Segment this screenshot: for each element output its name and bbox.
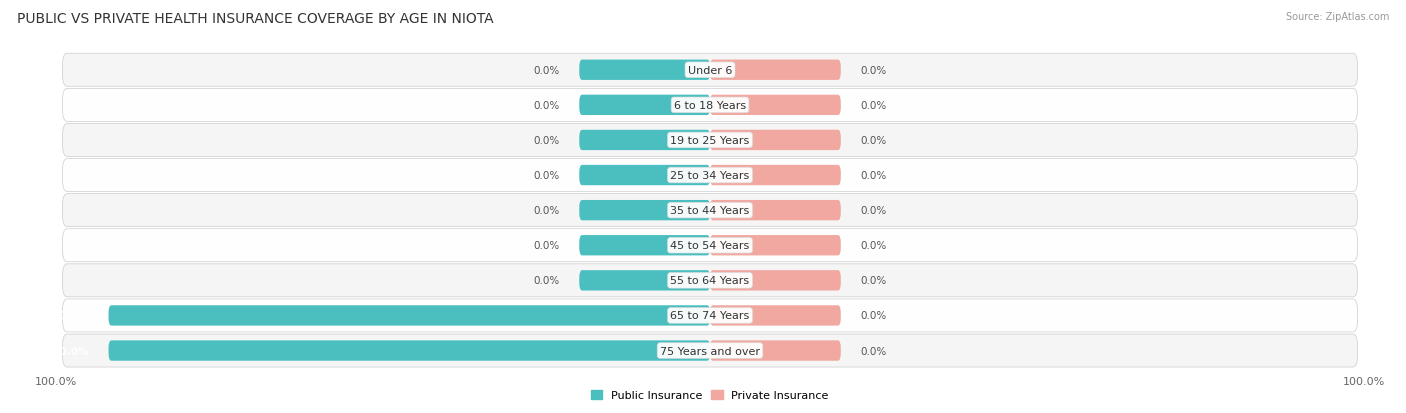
Text: 45 to 54 Years: 45 to 54 Years — [671, 241, 749, 251]
Text: 0.0%: 0.0% — [533, 171, 560, 180]
FancyBboxPatch shape — [62, 229, 1358, 262]
Text: 0.0%: 0.0% — [860, 346, 887, 356]
FancyBboxPatch shape — [108, 306, 710, 326]
FancyBboxPatch shape — [710, 131, 841, 151]
FancyBboxPatch shape — [62, 159, 1358, 192]
FancyBboxPatch shape — [579, 271, 710, 291]
Text: 0.0%: 0.0% — [860, 206, 887, 216]
FancyBboxPatch shape — [710, 306, 841, 326]
FancyBboxPatch shape — [710, 200, 841, 221]
FancyBboxPatch shape — [579, 131, 710, 151]
Text: 55 to 64 Years: 55 to 64 Years — [671, 275, 749, 286]
Text: 0.0%: 0.0% — [533, 206, 560, 216]
FancyBboxPatch shape — [62, 264, 1358, 297]
Text: 35 to 44 Years: 35 to 44 Years — [671, 206, 749, 216]
FancyBboxPatch shape — [62, 124, 1358, 157]
FancyBboxPatch shape — [108, 341, 710, 361]
Text: 0.0%: 0.0% — [860, 241, 887, 251]
FancyBboxPatch shape — [710, 271, 841, 291]
Text: 65 to 74 Years: 65 to 74 Years — [671, 311, 749, 320]
FancyBboxPatch shape — [62, 299, 1358, 332]
Text: 0.0%: 0.0% — [860, 311, 887, 320]
FancyBboxPatch shape — [62, 194, 1358, 227]
FancyBboxPatch shape — [62, 89, 1358, 122]
Text: 75 Years and over: 75 Years and over — [659, 346, 761, 356]
Text: 0.0%: 0.0% — [533, 135, 560, 146]
Text: 0.0%: 0.0% — [533, 101, 560, 111]
Text: 0.0%: 0.0% — [533, 275, 560, 286]
Legend: Public Insurance, Private Insurance: Public Insurance, Private Insurance — [586, 386, 834, 405]
FancyBboxPatch shape — [710, 60, 841, 81]
FancyBboxPatch shape — [62, 54, 1358, 87]
Text: 0.0%: 0.0% — [533, 66, 560, 76]
FancyBboxPatch shape — [579, 235, 710, 256]
Text: 6 to 18 Years: 6 to 18 Years — [673, 101, 747, 111]
Text: Under 6: Under 6 — [688, 66, 733, 76]
Text: 0.0%: 0.0% — [860, 171, 887, 180]
Text: 25 to 34 Years: 25 to 34 Years — [671, 171, 749, 180]
FancyBboxPatch shape — [710, 95, 841, 116]
Text: 100.0%: 100.0% — [45, 346, 89, 356]
Text: 0.0%: 0.0% — [860, 135, 887, 146]
FancyBboxPatch shape — [579, 166, 710, 186]
FancyBboxPatch shape — [710, 166, 841, 186]
FancyBboxPatch shape — [710, 341, 841, 361]
FancyBboxPatch shape — [710, 235, 841, 256]
FancyBboxPatch shape — [579, 95, 710, 116]
Text: Source: ZipAtlas.com: Source: ZipAtlas.com — [1285, 12, 1389, 22]
Text: PUBLIC VS PRIVATE HEALTH INSURANCE COVERAGE BY AGE IN NIOTA: PUBLIC VS PRIVATE HEALTH INSURANCE COVER… — [17, 12, 494, 26]
FancyBboxPatch shape — [579, 200, 710, 221]
Text: 19 to 25 Years: 19 to 25 Years — [671, 135, 749, 146]
FancyBboxPatch shape — [62, 334, 1358, 367]
Text: 0.0%: 0.0% — [860, 275, 887, 286]
FancyBboxPatch shape — [579, 60, 710, 81]
Text: 0.0%: 0.0% — [533, 241, 560, 251]
Text: 0.0%: 0.0% — [860, 66, 887, 76]
Text: 100.0%: 100.0% — [45, 311, 89, 320]
Text: 0.0%: 0.0% — [860, 101, 887, 111]
